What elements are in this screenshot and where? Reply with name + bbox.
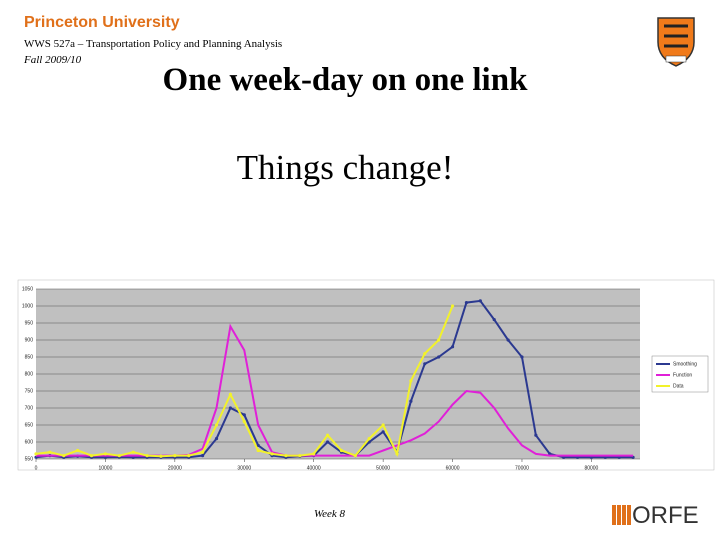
series-marker <box>201 454 205 458</box>
series-marker <box>173 454 177 458</box>
y-tick-label: 950 <box>25 320 34 326</box>
series-marker <box>76 448 80 453</box>
series-marker <box>34 452 38 456</box>
series-marker <box>228 406 232 410</box>
series-marker <box>117 454 121 458</box>
y-tick-label: 600 <box>25 439 34 445</box>
series-marker <box>325 433 330 437</box>
series-marker <box>242 420 246 424</box>
series-marker <box>187 454 191 458</box>
shield <box>657 17 695 67</box>
series-marker <box>423 362 427 366</box>
series-marker <box>381 423 385 427</box>
x-tick-label: 0 <box>35 465 38 471</box>
series-marker <box>437 355 441 359</box>
series-marker <box>270 452 274 456</box>
series-marker <box>437 338 441 342</box>
series-marker <box>228 392 232 396</box>
series-marker <box>256 443 260 447</box>
y-tick-label: 1000 <box>22 303 33 309</box>
series-marker <box>214 423 219 427</box>
series-marker <box>423 352 427 356</box>
series-marker <box>367 440 371 444</box>
series-marker <box>450 304 455 308</box>
series-marker <box>103 452 108 456</box>
series-marker <box>131 450 135 454</box>
series-marker <box>145 454 149 458</box>
dept-text: ORFE <box>632 502 699 529</box>
series-marker <box>409 399 413 403</box>
series-marker <box>312 452 316 456</box>
series-marker <box>395 452 399 456</box>
series-line <box>36 323 634 457</box>
y-tick-label: 850 <box>25 354 34 360</box>
y-tick-label: 900 <box>25 337 34 343</box>
series-marker <box>284 454 288 458</box>
series-marker <box>409 379 413 383</box>
series-marker <box>353 454 357 458</box>
x-tick-label: 60000 <box>446 465 460 471</box>
series-marker <box>62 454 66 458</box>
y-tick-label: 800 <box>25 371 34 377</box>
series-marker <box>506 338 510 342</box>
series-marker <box>242 413 246 417</box>
series-marker <box>325 440 330 444</box>
x-tick-label: 70000 <box>515 465 529 471</box>
x-tick-label: 20000 <box>168 465 182 471</box>
course: WWS 527a – Transportation Policy and Pla… <box>24 38 283 50</box>
series-marker <box>298 454 302 458</box>
series-line <box>35 299 634 459</box>
x-tick-label: 80000 <box>584 465 598 471</box>
logo-text: Princeton University <box>24 14 180 31</box>
series-marker <box>464 301 469 305</box>
y-tick-label: 650 <box>25 422 34 428</box>
footer-week: Week 8 <box>314 508 346 520</box>
series-marker <box>367 437 371 441</box>
footer-dept: ORFE <box>612 502 699 530</box>
slide-title: One week-day on one link <box>162 62 528 98</box>
series-marker <box>492 318 496 322</box>
y-tick-label: 550 <box>25 456 34 462</box>
series-marker <box>381 430 385 434</box>
series-marker <box>534 433 538 437</box>
x-tick-label: 40000 <box>307 465 321 471</box>
slide-subtitle: Things change! <box>236 148 454 187</box>
x-tick-label: 10000 <box>98 465 112 471</box>
legend-label: Smoothing <box>673 361 697 367</box>
series-marker <box>214 437 219 441</box>
series-marker <box>201 450 205 454</box>
series-marker <box>450 345 455 349</box>
series-marker <box>339 448 344 453</box>
series-marker <box>48 450 52 454</box>
series-marker <box>256 448 260 453</box>
y-tick-label: 750 <box>25 388 34 394</box>
series-marker <box>478 299 482 303</box>
series-marker <box>520 355 524 359</box>
series-marker <box>89 454 94 458</box>
legend-label: Function <box>673 372 692 378</box>
legend-label: Data <box>673 383 684 389</box>
x-tick-label: 30000 <box>237 465 251 471</box>
y-tick-label: 1050 <box>22 286 33 292</box>
x-tick-label: 50000 <box>376 465 390 471</box>
term: Fall 2009/10 <box>24 54 82 66</box>
y-tick-label: 700 <box>25 405 34 411</box>
series-marker <box>159 454 163 458</box>
